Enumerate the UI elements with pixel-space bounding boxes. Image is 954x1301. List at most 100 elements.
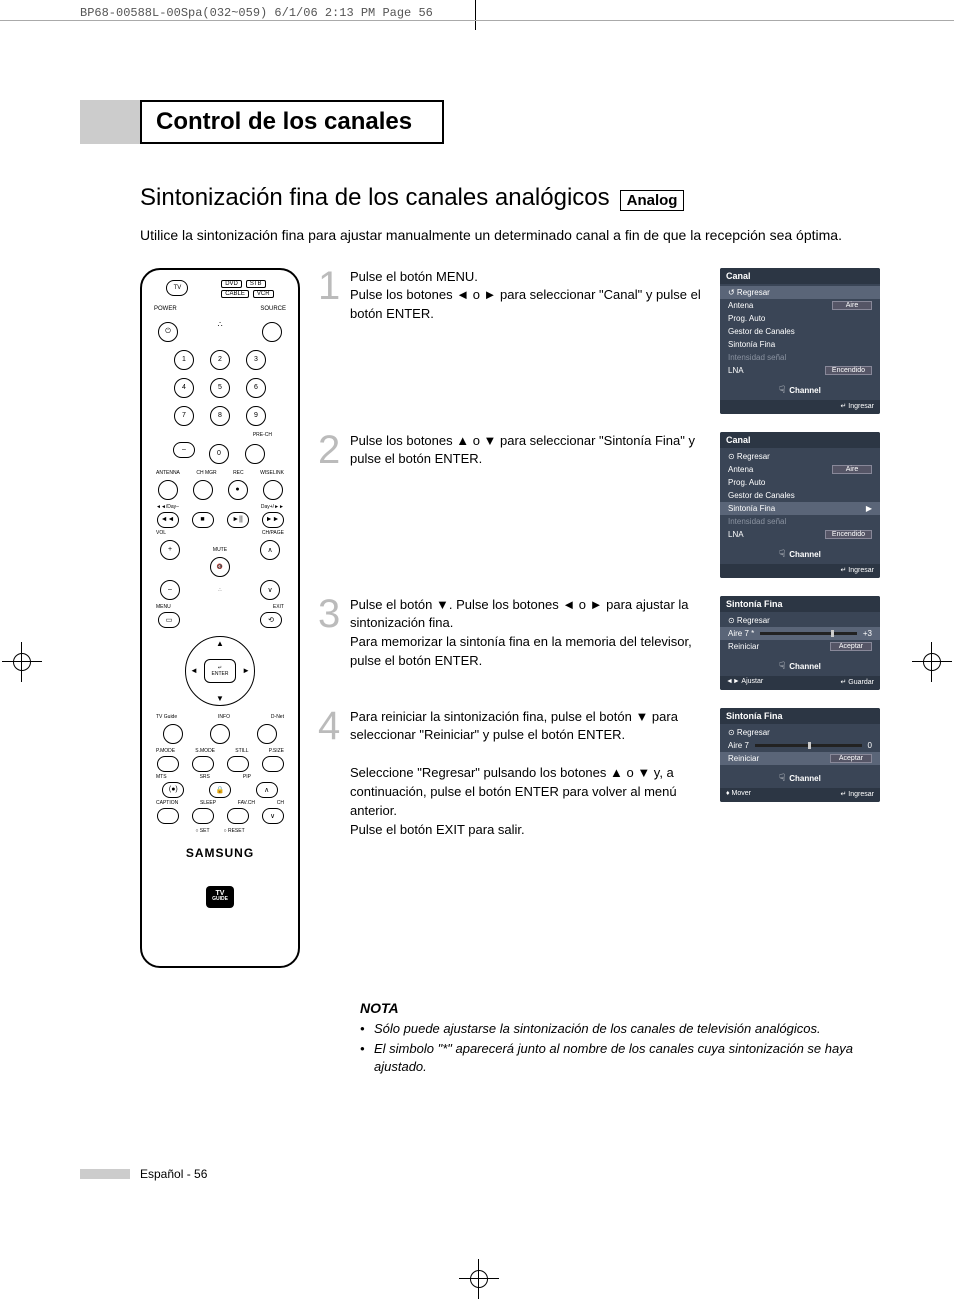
label: ◄◄/Day– <box>156 504 179 510</box>
remote-power-label: POWER <box>154 306 177 312</box>
label: INFO <box>218 714 230 720</box>
btn <box>192 808 214 824</box>
btn: 🔒 <box>209 782 231 798</box>
btn <box>193 480 213 500</box>
step-text: Pulse el botón ▼. Pulse los botones ◄ o … <box>350 596 706 690</box>
num-btn: 6 <box>246 378 266 398</box>
label: SLEEP <box>200 800 216 806</box>
remote-stb: STB <box>246 280 266 288</box>
osd-row: Sintonía Fina <box>720 338 880 351</box>
registration-mark-bottom <box>467 1267 491 1291</box>
section-title: Control de los canales <box>140 100 444 144</box>
btn <box>262 756 284 772</box>
remote-dvd: DVD <box>221 280 242 288</box>
rewind-btn: ◄◄ <box>157 512 179 528</box>
label: S.MODE <box>195 748 215 754</box>
enter-label: ENTER <box>212 671 229 677</box>
osd-row: AntenaAire <box>720 299 880 312</box>
brand-label: SAMSUNG <box>150 846 290 860</box>
osd-row: ⊙ Regresar <box>720 450 880 463</box>
power-icon: ⏻ <box>158 322 178 342</box>
osd-row: ↺ Regresar <box>720 286 880 299</box>
btn: ∨ <box>262 808 284 824</box>
ch-up: ∧ <box>260 540 280 560</box>
remote-tv-btn: TV <box>166 280 188 296</box>
section-tab <box>80 100 140 144</box>
osd-row: Prog. Auto <box>720 476 880 489</box>
label: VOL <box>156 530 166 536</box>
osd-row: LNAEncendido <box>720 528 880 541</box>
label: FAV.CH <box>238 800 255 806</box>
label: D-Net <box>271 714 284 720</box>
note-title: NOTA <box>360 1000 880 1016</box>
step-number: 4 <box>318 708 344 840</box>
num-btn: 8 <box>210 406 230 426</box>
btn <box>157 756 179 772</box>
crop-mark <box>475 0 476 30</box>
step: 1Pulse el botón MENU.Pulse los botones ◄… <box>318 268 880 414</box>
btn <box>227 808 249 824</box>
num-btn: 4 <box>174 378 194 398</box>
registration-mark-left <box>10 650 34 674</box>
step: 3Pulse el botón ▼. Pulse los botones ◄ o… <box>318 596 880 690</box>
remote-illustration: TV DVDSTB CABLEVCR POWERSOURCE ⏻∴ 123 45… <box>140 268 300 968</box>
label: MTS <box>156 774 167 780</box>
label: CAPTION <box>156 800 178 806</box>
osd-screenshot: Canal↺ RegresarAntenaAireProg. AutoGesto… <box>720 268 880 414</box>
remote-vcr: VCR <box>253 290 274 298</box>
btn: (●) <box>162 782 184 798</box>
ff-btn: ►► <box>262 512 284 528</box>
subtitle: Sintonización fina de los canales analóg… <box>140 184 610 212</box>
label: PIP <box>243 774 251 780</box>
note-list: Sólo puede ajustarse la sintonización de… <box>360 1020 880 1077</box>
stop-btn: ■ <box>192 512 214 528</box>
exit-btn: ⟲ <box>260 612 282 628</box>
vol-up: + <box>160 540 180 560</box>
prech-btn <box>245 444 265 464</box>
btn <box>163 724 183 744</box>
menu-btn: ▭ <box>158 612 180 628</box>
label: CH <box>277 800 284 806</box>
btn: ∧ <box>256 782 278 798</box>
vol-down: – <box>160 580 180 600</box>
source-btn <box>262 322 282 342</box>
btn <box>227 756 249 772</box>
remote-source-label: SOURCE <box>260 306 286 312</box>
label: CH/PAGE <box>262 530 284 536</box>
btn <box>158 480 178 500</box>
set-label: SET <box>200 828 210 834</box>
step-text: Pulse los botones ▲ o ▼ para seleccionar… <box>350 432 706 578</box>
mute-label: MUTE <box>213 547 227 553</box>
num-btn: 0 <box>209 444 229 464</box>
num-btn: 7 <box>174 406 194 426</box>
osd-row: Gestor de Canales <box>720 325 880 338</box>
osd-row: Intensidad señal <box>720 515 880 528</box>
osd-row: AntenaAire <box>720 463 880 476</box>
osd-row: Prog. Auto <box>720 312 880 325</box>
ch-down: ∨ <box>260 580 280 600</box>
num-btn: 9 <box>246 406 266 426</box>
rec-btn: ● <box>228 480 248 500</box>
btn <box>263 480 283 500</box>
crop-line <box>0 20 954 21</box>
osd-row: Intensidad señal <box>720 351 880 364</box>
dash-btn: – <box>173 442 195 458</box>
note-item: El simbolo "*" aparecerá junto al nombre… <box>360 1040 880 1076</box>
num-btn: 2 <box>210 350 230 370</box>
btn <box>210 724 230 744</box>
print-header: BP68-00588L-00Spa(032~059) 6/1/06 2:13 P… <box>80 6 433 20</box>
step-number: 3 <box>318 596 344 690</box>
label: P.MODE <box>156 748 175 754</box>
osd-screenshot: Canal⊙ RegresarAntenaAireProg. AutoGesto… <box>720 432 880 578</box>
footer-bar <box>80 1169 130 1179</box>
label: TV Guide <box>156 714 177 720</box>
label: ANTENNA <box>156 470 180 476</box>
label: P.SIZE <box>269 748 284 754</box>
label: STILL <box>235 748 248 754</box>
tvguide-logo: TVGUIDE <box>206 886 234 908</box>
btn <box>257 724 277 744</box>
osd-row: LNAEncendido <box>720 364 880 377</box>
label: EXIT <box>273 604 284 610</box>
step: 2Pulse los botones ▲ o ▼ para selecciona… <box>318 432 880 578</box>
mute-btn: 🔇 <box>210 557 230 577</box>
